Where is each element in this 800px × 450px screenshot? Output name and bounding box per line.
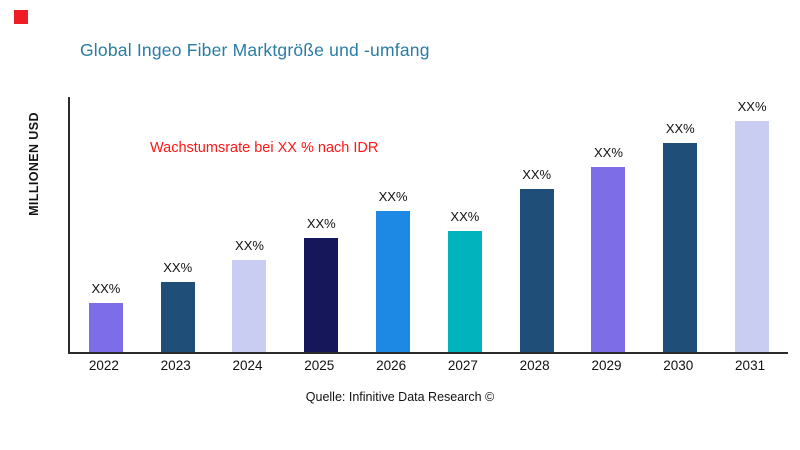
bar-column-2030: XX%	[644, 121, 716, 352]
bar-2029	[591, 167, 626, 352]
x-tick-2026: 2026	[376, 358, 407, 373]
bar-column-2026: XX%	[357, 189, 429, 352]
bar-value-label-2031: XX%	[737, 99, 767, 115]
bar-2027	[447, 230, 482, 352]
brand-marker	[14, 10, 28, 24]
source-attribution: Quelle: Infinitive Data Research ©	[305, 390, 495, 404]
bar-2022	[88, 303, 123, 352]
bar-value-label-2022: XX%	[91, 281, 121, 297]
bar-column-2031: XX%	[716, 99, 788, 352]
bar-2024	[232, 259, 267, 352]
bar-column-2025: XX%	[285, 216, 357, 352]
bar-2023	[160, 281, 195, 352]
bar-column-2023: XX%	[142, 260, 214, 352]
x-tick-2023: 2023	[160, 358, 191, 373]
bar-value-label-2024: XX%	[235, 237, 264, 253]
bar-column-2029: XX%	[573, 145, 645, 352]
bar-value-label-2025: XX%	[306, 215, 336, 231]
bar-2025	[304, 237, 339, 352]
x-axis-ticks: 2022 2023 2024 2025 2026 2027 2028 2029 2030 2031	[68, 358, 786, 373]
bar-2028	[519, 189, 554, 352]
x-tick-2027: 2027	[447, 358, 478, 373]
bar-value-label-2026: XX%	[378, 189, 408, 205]
bar-value-label-2029: XX%	[594, 145, 623, 161]
plot-area: XX% XX% XX% XX% XX% XX% XX% XX% XX% XX%	[68, 97, 788, 354]
x-tick-2024: 2024	[232, 358, 263, 373]
bar-column-2027: XX%	[429, 209, 501, 352]
growth-annotation: Wachstumsrate bei XX % nach IDR	[150, 140, 379, 156]
bar-column-2028: XX%	[501, 167, 573, 352]
x-tick-2029: 2029	[591, 358, 622, 373]
bar-column-2024: XX%	[214, 238, 286, 352]
bar-column-2022: XX%	[70, 281, 142, 352]
x-tick-2028: 2028	[519, 358, 550, 373]
bar-2026	[376, 211, 411, 352]
x-tick-2031: 2031	[735, 358, 766, 373]
bar-value-label-2027: XX%	[450, 208, 480, 224]
y-axis-label: MILLIONEN USD	[27, 112, 41, 216]
bar-2030	[663, 143, 698, 352]
bar-value-label-2023: XX%	[163, 259, 193, 275]
x-tick-2030: 2030	[663, 358, 694, 373]
x-tick-2025: 2025	[304, 358, 335, 373]
page-title: Global Ingeo Fiber Marktgröße und -umfan…	[80, 40, 430, 60]
x-tick-2022: 2022	[88, 358, 119, 373]
bar-value-label-2028: XX%	[522, 167, 552, 183]
bar-value-label-2030: XX%	[665, 121, 695, 137]
bar-2031	[735, 121, 770, 352]
